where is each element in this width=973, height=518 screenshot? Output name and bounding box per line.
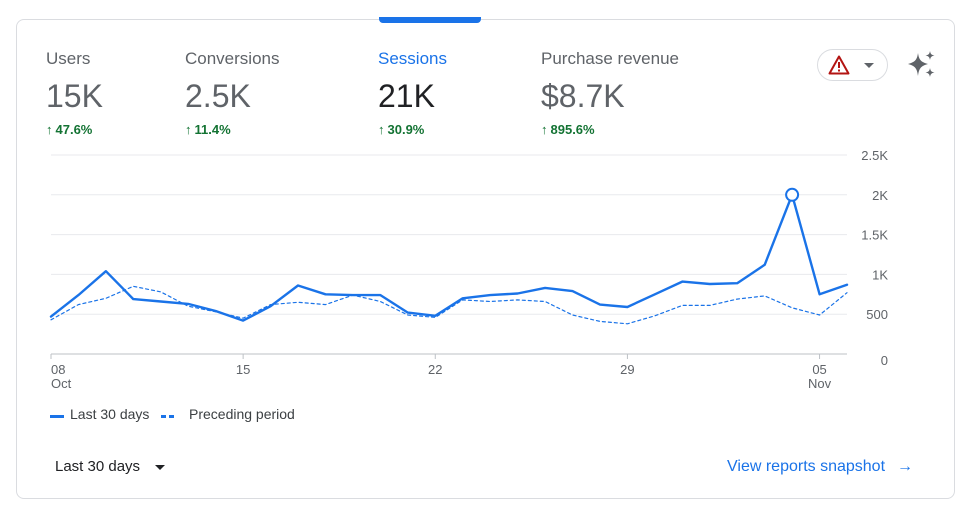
legend-swatch-solid (50, 415, 64, 418)
legend-item-preceding-period: Preceding period (161, 406, 295, 422)
arrow-upward-icon: ↑ (541, 122, 548, 137)
x-tick-month-label: Nov (808, 376, 832, 391)
arrow-upward-icon: ↑ (185, 122, 192, 137)
x-tick-label: 29 (620, 362, 634, 377)
chart-grid (51, 154, 847, 355)
legend-label-preceding-period: Preceding period (189, 406, 295, 422)
arrow-forward-icon: → (897, 458, 914, 475)
tab-conversions-delta-value: 11.4% (194, 122, 231, 137)
legend-swatch-dashed (161, 415, 175, 418)
arrow-upward-icon: ↑ (46, 122, 53, 137)
y-tick-label: 0 (881, 353, 888, 368)
y-tick-label: 1K (872, 267, 888, 282)
y-tick-label: 2.5K (861, 148, 888, 163)
arrow-upward-icon: ↑ (378, 122, 385, 137)
tab-conversions[interactable]: Conversions 2.5K ↑ 11.4% (185, 49, 280, 138)
date-range-label: Last 30 days (55, 458, 141, 475)
tab-purchase-revenue[interactable]: Purchase revenue $8.7K ↑ 895.6% (541, 49, 679, 138)
legend-label-last-30-days: Last 30 days (70, 406, 150, 422)
view-reports-snapshot-link[interactable]: View reports snapshot → (727, 458, 913, 476)
warning-triangle-icon (828, 55, 850, 75)
tab-users-delta-value: 47.6% (55, 122, 93, 137)
tab-purchase-revenue-delta: ↑ 895.6% (541, 122, 679, 138)
tab-conversions-value: 2.5K (185, 78, 251, 114)
chart-series (49, 187, 849, 325)
tab-purchase-revenue-label: Purchase revenue (541, 49, 679, 68)
y-tick-label: 1.5K (861, 228, 888, 243)
tab-sessions[interactable]: Sessions 21K ↑ 30.9% (378, 49, 447, 138)
tab-sessions-label: Sessions (378, 49, 447, 68)
tab-conversions-label: Conversions (185, 49, 280, 68)
x-tick-month-label: Oct (51, 376, 72, 391)
chevron-down-icon (155, 464, 166, 470)
tab-users[interactable]: Users 15K ↑ 47.6% (46, 49, 103, 138)
y-tick-label: 2K (872, 188, 888, 203)
series-line-last-30-days (49, 193, 849, 322)
y-tick-label: 500 (866, 307, 888, 322)
y-axis-ticks: 2.5K 2K 1.5K 1K 500 0 (861, 148, 888, 368)
x-tick-label: 22 (428, 362, 442, 377)
tab-sessions-value: 21K (378, 78, 435, 114)
sparkle-icon[interactable] (906, 50, 938, 80)
active-tab-indicator (379, 17, 481, 23)
data-quality-warning-button[interactable] (817, 49, 888, 81)
tab-users-label: Users (46, 49, 91, 68)
date-range-dropdown[interactable]: Last 30 days (55, 458, 166, 475)
tab-sessions-delta: ↑ 30.9% (378, 122, 447, 138)
chevron-down-icon (864, 63, 874, 68)
tab-purchase-revenue-value: $8.7K (541, 78, 625, 114)
x-tick-label: 08 (51, 362, 65, 377)
view-reports-snapshot-label: View reports snapshot (727, 458, 886, 475)
tab-conversions-delta: ↑ 11.4% (185, 122, 280, 138)
sessions-card (16, 19, 955, 499)
x-tick-label: 15 (236, 362, 250, 377)
tab-users-value: 15K (46, 78, 103, 114)
series-line-preceding-period (50, 285, 848, 325)
tab-users-delta: ↑ 47.6% (46, 122, 103, 138)
tab-purchase-revenue-delta-value: 895.6% (550, 122, 595, 137)
legend-item-last-30-days: Last 30 days (50, 406, 149, 422)
tab-sessions-delta-value: 30.9% (387, 122, 425, 137)
x-tick-label: 05 (812, 362, 826, 377)
highlight-data-point (785, 187, 800, 202)
